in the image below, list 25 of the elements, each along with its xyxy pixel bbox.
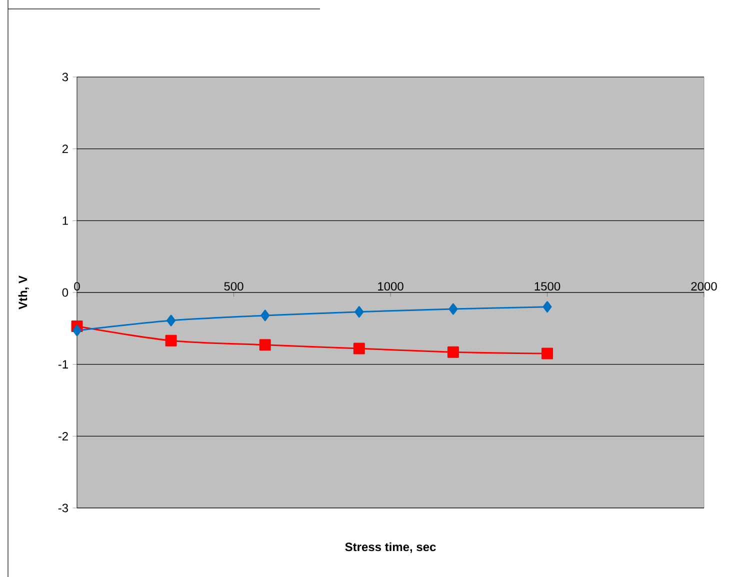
x-tick-label: 500 bbox=[224, 282, 244, 291]
y-tick-label: -3 bbox=[58, 504, 68, 512]
point bbox=[166, 314, 176, 326]
point bbox=[259, 339, 271, 351]
y-tick-label: 3 bbox=[62, 72, 68, 82]
y-tick-label: 0 bbox=[62, 288, 68, 297]
y-tick-label: 2 bbox=[62, 144, 68, 154]
point bbox=[72, 324, 82, 336]
x-tick-label: 2000 bbox=[691, 282, 717, 291]
point bbox=[260, 310, 270, 322]
point bbox=[542, 301, 552, 313]
point bbox=[165, 334, 177, 346]
x-tick-label: 1000 bbox=[378, 282, 404, 291]
point bbox=[542, 348, 553, 360]
y-tick-label: -1 bbox=[58, 360, 68, 368]
point bbox=[448, 303, 458, 315]
x-tick-label: 0 bbox=[74, 282, 80, 291]
x-tick-label: 1500 bbox=[534, 282, 560, 291]
y-axis-title: Vth, V bbox=[18, 276, 29, 310]
y-tick-label: 1 bbox=[62, 216, 68, 225]
point bbox=[354, 306, 364, 318]
x-axis-title: Stress time, sec bbox=[345, 542, 436, 553]
point bbox=[353, 342, 365, 354]
point bbox=[447, 346, 459, 358]
y-tick-label: -2 bbox=[58, 432, 68, 440]
